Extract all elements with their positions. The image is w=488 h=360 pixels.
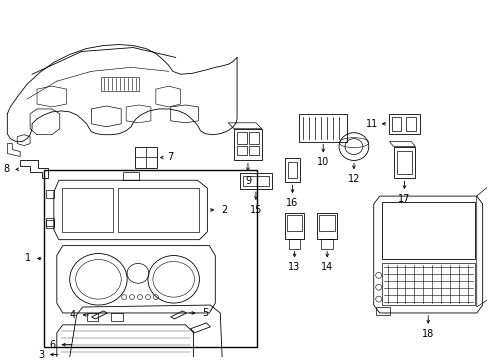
Text: 6: 6 [50,339,56,350]
Bar [284,213,304,239]
Text: 4: 4 [69,310,76,320]
Bar [86,313,98,321]
Bar [135,147,157,168]
Bar [391,117,401,131]
Bar [248,132,258,144]
Text: 2: 2 [221,205,227,215]
Text: 16: 16 [286,198,298,208]
Bar [243,176,268,186]
Text: 8: 8 [3,165,9,174]
Text: 17: 17 [397,194,410,204]
Text: 1: 1 [25,253,31,264]
Text: 10: 10 [316,157,329,167]
Bar [46,220,54,228]
Bar [101,77,139,91]
Text: 15: 15 [249,205,262,215]
Bar [123,172,139,180]
Text: 5: 5 [202,308,208,318]
Text: 14: 14 [321,262,333,273]
Bar [319,215,334,231]
Bar [406,117,415,131]
Bar [111,313,123,321]
Text: 11: 11 [365,119,377,129]
Text: 3: 3 [38,350,44,360]
Bar [248,145,258,156]
Bar [44,170,256,347]
Bar [381,264,474,305]
Text: 9: 9 [244,176,250,186]
Bar [393,147,414,178]
Bar [388,114,419,134]
Bar [237,132,246,144]
Text: 12: 12 [347,174,359,184]
Bar [237,145,246,156]
Text: 7: 7 [167,153,174,162]
Bar [240,173,271,189]
Bar [396,150,411,174]
Bar [46,190,54,198]
Bar [234,129,261,161]
Bar [321,239,332,249]
Bar [299,114,346,141]
Bar [381,202,474,260]
Text: 13: 13 [288,262,300,273]
Bar [317,213,336,239]
Bar [46,218,54,226]
Bar [284,158,300,182]
Bar [286,215,302,231]
Text: 18: 18 [421,329,433,339]
Bar [375,307,389,315]
Bar [288,239,300,249]
Bar [287,162,297,178]
